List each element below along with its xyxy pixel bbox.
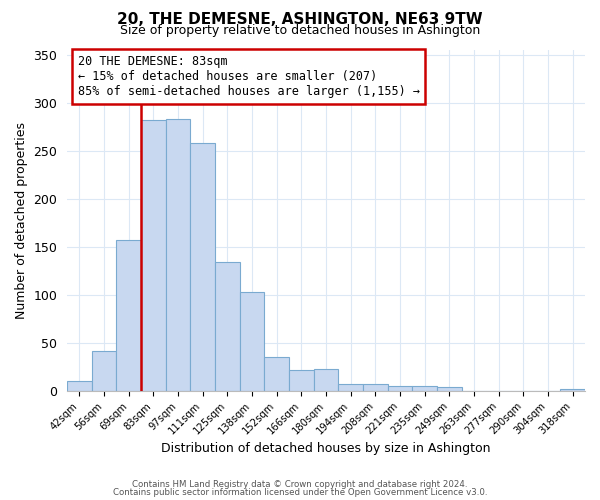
Text: Size of property relative to detached houses in Ashington: Size of property relative to detached ho… — [120, 24, 480, 37]
Bar — [289, 370, 314, 391]
Text: Contains public sector information licensed under the Open Government Licence v3: Contains public sector information licen… — [113, 488, 487, 497]
Bar — [363, 384, 388, 391]
Bar — [116, 240, 141, 391]
Text: 20 THE DEMESNE: 83sqm
← 15% of detached houses are smaller (207)
85% of semi-det: 20 THE DEMESNE: 83sqm ← 15% of detached … — [77, 55, 419, 98]
X-axis label: Distribution of detached houses by size in Ashington: Distribution of detached houses by size … — [161, 442, 491, 455]
Bar — [240, 292, 265, 391]
Y-axis label: Number of detached properties: Number of detached properties — [15, 122, 28, 319]
Bar — [388, 386, 412, 391]
Bar — [190, 143, 215, 391]
Text: Contains HM Land Registry data © Crown copyright and database right 2024.: Contains HM Land Registry data © Crown c… — [132, 480, 468, 489]
Bar — [265, 358, 289, 391]
Bar — [560, 389, 585, 391]
Bar — [141, 120, 166, 391]
Bar — [166, 119, 190, 391]
Text: 20, THE DEMESNE, ASHINGTON, NE63 9TW: 20, THE DEMESNE, ASHINGTON, NE63 9TW — [117, 12, 483, 28]
Bar — [67, 382, 92, 391]
Bar — [437, 388, 462, 391]
Bar — [314, 369, 338, 391]
Bar — [215, 262, 240, 391]
Bar — [92, 350, 116, 391]
Bar — [338, 384, 363, 391]
Bar — [412, 386, 437, 391]
